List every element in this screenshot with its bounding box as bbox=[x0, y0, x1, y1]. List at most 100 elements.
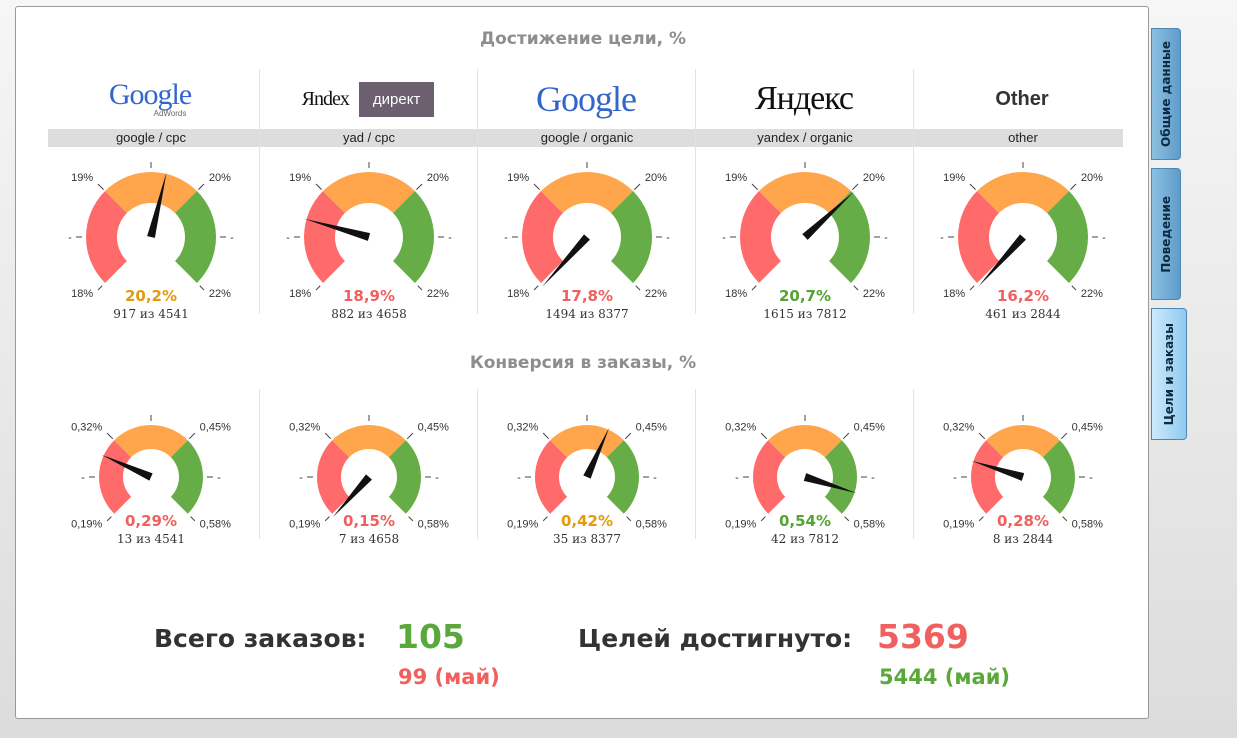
gauge-orange-zone bbox=[768, 425, 842, 458]
gauge-tick bbox=[315, 183, 322, 190]
gauge-tick bbox=[106, 516, 112, 522]
conversion-section-title: Конверсия в заказы, % bbox=[469, 353, 697, 373]
gauge-tick bbox=[760, 432, 768, 440]
tab-behavior[interactable]: Поведение bbox=[1151, 168, 1181, 300]
gauge-tick bbox=[635, 285, 641, 291]
gauge-tick-label: - bbox=[722, 232, 726, 244]
conversion-gauge-count: 7 из 4658 bbox=[338, 532, 400, 546]
conversion-gauge-value: 0,29% bbox=[124, 512, 178, 530]
gauge-tick-label: 22% bbox=[209, 288, 231, 300]
gauge-orange-zone bbox=[323, 172, 415, 213]
source-label: google / organic bbox=[540, 130, 634, 145]
tab-label: Цели и заказы bbox=[1162, 322, 1176, 426]
goal-gauge-count: 882 из 4658 bbox=[331, 307, 407, 321]
goal-gauge: 18% 22% 19% 20% - - bbox=[722, 162, 888, 300]
gauge-orange-zone bbox=[759, 172, 851, 213]
gauge-tick bbox=[853, 285, 859, 291]
gauge-tick-label: 20% bbox=[209, 172, 231, 184]
conversion-gauge-value: 0,42% bbox=[560, 512, 614, 530]
conversion-gauge-count: 42 из 7812 bbox=[771, 532, 839, 546]
gauge-tick-label: 19% bbox=[507, 172, 529, 184]
gauge-tick-label: 0,32% bbox=[71, 421, 102, 433]
source-label: yad / cpc bbox=[342, 130, 396, 145]
conversion-gauge: 0,19% 0,58% 0,32% 0,45% - - bbox=[507, 415, 667, 531]
other-logo: Other bbox=[914, 69, 1130, 129]
gauge-tick bbox=[533, 285, 539, 291]
gauge-red-zone bbox=[753, 440, 786, 514]
divider bbox=[913, 69, 914, 314]
divider bbox=[259, 69, 260, 314]
conversion-gauge-count: 8 из 2844 bbox=[992, 532, 1054, 546]
tab-goals-and-orders[interactable]: Цели и заказы bbox=[1151, 308, 1187, 440]
gauge-tick bbox=[533, 183, 540, 190]
gauge-tick bbox=[760, 516, 766, 522]
gauge-tick-label: 19% bbox=[725, 172, 747, 184]
gauge-tick bbox=[417, 285, 423, 291]
gauge-green-zone bbox=[1042, 440, 1075, 514]
tab-general-data[interactable]: Общие данные bbox=[1151, 28, 1181, 160]
gauge-tick-label: 22% bbox=[863, 288, 885, 300]
gauge-tick-label: - bbox=[1089, 472, 1093, 484]
gauge-tick bbox=[324, 516, 330, 522]
gauge-green-zone bbox=[393, 191, 434, 283]
gauge-green-zone bbox=[170, 440, 204, 514]
goal-gauge-value: 20,2% bbox=[124, 287, 178, 305]
gauge-tick-label: 19% bbox=[289, 172, 311, 184]
conversion-gauge: 0,19% 0,58% 0,32% 0,45% - - bbox=[725, 415, 885, 531]
goal-gauge: 18% 22% 19% 20% - - bbox=[286, 162, 452, 300]
gauge-tick-label: - bbox=[435, 472, 439, 484]
gauge-tick-label: 22% bbox=[1081, 288, 1103, 300]
gauge-tick-label: 0,58% bbox=[636, 519, 667, 531]
gauge-tick-label: - bbox=[666, 232, 670, 244]
gauge-tick-label: - bbox=[299, 472, 303, 484]
gauge-tick bbox=[1071, 285, 1077, 291]
gauge-tick bbox=[416, 183, 423, 190]
gauge-green-zone bbox=[824, 440, 857, 514]
conversion-gauge-value: 0,28% bbox=[996, 512, 1050, 530]
gauge-orange-zone bbox=[105, 172, 197, 213]
gauge-red-zone bbox=[958, 191, 999, 283]
goals-total-label: Целей достигнуто: bbox=[578, 624, 853, 653]
gauge-tick-label: 0,45% bbox=[200, 421, 231, 433]
gauge-needle bbox=[304, 218, 371, 241]
gauge-tick bbox=[978, 432, 986, 440]
gauge-tick-label: 0,58% bbox=[1072, 519, 1103, 531]
gauge-red-zone bbox=[317, 440, 350, 514]
gauge-tick-label: - bbox=[871, 472, 875, 484]
gauge-tick bbox=[408, 516, 414, 522]
gauge-tick bbox=[1070, 183, 1077, 190]
gauge-needle bbox=[101, 454, 153, 481]
gauge-tick bbox=[97, 183, 104, 190]
gauge-tick bbox=[106, 432, 114, 440]
conversion-gauge-value: 0,54% bbox=[778, 512, 832, 530]
gauge-tick-label: 0,45% bbox=[636, 421, 667, 433]
gauge-tick-label: 0,19% bbox=[943, 519, 974, 531]
gauge-tick-label: 0,19% bbox=[725, 519, 756, 531]
gauge-tick-label: - bbox=[504, 232, 508, 244]
gauge-tick bbox=[852, 183, 859, 190]
gauge-tick-label: 22% bbox=[645, 288, 667, 300]
conversion-gauge-count: 13 из 4541 bbox=[117, 532, 185, 546]
gauge-red-zone bbox=[304, 191, 345, 283]
gauge-tick-label: 0,58% bbox=[854, 519, 885, 531]
gauge-needle bbox=[803, 473, 857, 494]
gauge-needle bbox=[147, 171, 167, 238]
gauge-tick bbox=[624, 432, 632, 440]
goal-gauge-count: 1494 из 8377 bbox=[545, 307, 629, 321]
logo-letters: Other bbox=[995, 87, 1049, 110]
goal-gauge: 18% 22% 19% 20% - - bbox=[940, 162, 1106, 300]
source-label: other bbox=[1008, 130, 1038, 145]
gauge-red-zone bbox=[86, 191, 127, 283]
gauge-tick bbox=[542, 432, 550, 440]
gauge-tick-label: 20% bbox=[645, 172, 667, 184]
gauge-red-zone bbox=[522, 191, 563, 283]
gauge-tick-label: - bbox=[940, 232, 944, 244]
gauge-tick-label: 19% bbox=[71, 172, 93, 184]
gauge-red-zone bbox=[98, 440, 132, 514]
divider bbox=[477, 389, 478, 539]
dashboard-panel: Достижение цели, % Конверсия в заказы, %… bbox=[15, 6, 1149, 719]
logo-letters: Google bbox=[536, 79, 637, 119]
gauge-green-zone bbox=[388, 440, 421, 514]
gauge-tick-label: 20% bbox=[1081, 172, 1103, 184]
gauge-needle bbox=[332, 474, 372, 518]
